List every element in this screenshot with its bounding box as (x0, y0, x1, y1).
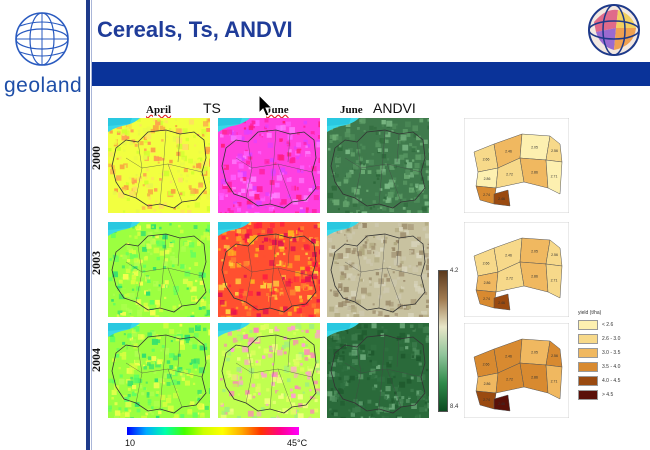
yield-legend-swatch (578, 376, 598, 386)
yield-legend-title: yield (t/ha) (578, 310, 602, 316)
header-ts: TS (203, 100, 221, 116)
ts-colorbar (127, 427, 299, 435)
svg-text:2.86: 2.86 (484, 281, 491, 285)
year-label-2000: 2000 (89, 146, 103, 170)
yield-legend: yield (t/ha) < 2.6 2.6 - 3.0 3.0 - 3.5 3.5 … (578, 310, 648, 402)
year-label-2004: 2004 (89, 348, 103, 372)
svg-text:2.46: 2.46 (498, 402, 505, 406)
svg-text:2.72: 2.72 (506, 378, 513, 382)
svg-text:2.71: 2.71 (551, 279, 558, 283)
svg-text:2.86: 2.86 (531, 275, 538, 279)
svg-text:2.86: 2.86 (531, 376, 538, 380)
map-june-ndvi-2000 (327, 118, 429, 213)
map-june-ts-2003 (218, 222, 320, 317)
yield-legend-item: < 2.6 (578, 318, 648, 332)
map-april-2004 (108, 323, 210, 418)
geoland-logo: geoland (4, 74, 83, 97)
svg-text:2.46: 2.46 (505, 254, 512, 258)
ndvi-colorbar-min: 8.4 (450, 404, 459, 410)
yield-legend-item: 2.6 - 3.0 (578, 332, 648, 346)
header-april: April (146, 104, 172, 116)
svg-text:2.46: 2.46 (498, 197, 505, 201)
ndvi-colorbar (438, 270, 448, 412)
svg-text:2.56: 2.56 (551, 149, 558, 153)
yield-legend-label: < 2.6 (602, 322, 614, 328)
svg-text:2.71: 2.71 (551, 175, 558, 179)
title-band (92, 62, 650, 86)
svg-text:2.05: 2.05 (531, 146, 538, 150)
svg-text:2.46: 2.46 (505, 150, 512, 154)
yield-legend-item: 3.5 - 4.0 (578, 360, 648, 374)
svg-text:2.66: 2.66 (483, 158, 490, 162)
yield-legend-label: 4.0 - 4.5 (602, 378, 621, 384)
svg-text:2.71: 2.71 (551, 380, 558, 384)
yield-legend-swatch (578, 320, 598, 330)
yield-legend-item: 3.0 - 3.5 (578, 346, 648, 360)
map-june-ts-2000 (218, 118, 320, 213)
header-andvi: ANDVI (373, 100, 416, 116)
yield-legend-label: 3.5 - 4.0 (602, 364, 621, 370)
mouse-cursor-icon (258, 94, 274, 117)
svg-text:2.05: 2.05 (531, 351, 538, 355)
yield-legend-label: > 4.5 (602, 392, 614, 398)
svg-text:2.86: 2.86 (531, 171, 538, 175)
svg-text:2.56: 2.56 (551, 354, 558, 358)
svg-text:2.74: 2.74 (483, 398, 490, 402)
svg-text:2.86: 2.86 (484, 382, 491, 386)
yield-legend-item: 4.0 - 4.5 (578, 374, 648, 388)
svg-text:2.05: 2.05 (531, 250, 538, 254)
svg-text:2.72: 2.72 (506, 173, 513, 177)
map-june-ts-2004 (218, 323, 320, 418)
sidebar: geoland (0, 0, 86, 450)
yield-legend-swatch (578, 334, 598, 344)
colored-globe-icon (588, 4, 640, 56)
yield-legend-swatch (578, 348, 598, 358)
ts-colorbar-max: 45°C (287, 438, 308, 448)
yield-map-2000: 2.66 2.46 2.05 2.56 2.86 2.72 2.74 2.46 2.86 2.71 (464, 118, 569, 213)
header-june-ndvi: June (340, 104, 363, 116)
svg-text:2.56: 2.56 (551, 253, 558, 257)
svg-text:2.86: 2.86 (484, 177, 491, 181)
svg-text:2.72: 2.72 (506, 277, 513, 281)
slide-title: Cereals, Ts, ANDVI (97, 17, 293, 42)
sidebar-divider (86, 0, 90, 450)
svg-text:2.66: 2.66 (483, 363, 490, 367)
svg-text:2.46: 2.46 (505, 355, 512, 359)
ts-colorbar-min: 10 (125, 438, 136, 448)
svg-text:2.46: 2.46 (498, 301, 505, 305)
map-june-ndvi-2004 (327, 323, 429, 418)
year-label-2003: 2003 (89, 251, 103, 275)
yield-map-2003: 2.66 2.46 2.05 2.56 2.86 2.72 2.74 2.46 2.86 2.71 (464, 222, 569, 317)
globe-icon (15, 12, 69, 66)
yield-legend-swatch (578, 362, 598, 372)
svg-text:2.66: 2.66 (483, 262, 490, 266)
map-april-2003 (108, 222, 210, 317)
map-april-2000 (108, 118, 210, 213)
yield-legend-label: 3.0 - 3.5 (602, 350, 621, 356)
ndvi-colorbar-max: 4.2 (450, 268, 459, 274)
sidebar-divider-thin (91, 0, 92, 450)
svg-text:2.74: 2.74 (483, 193, 490, 197)
yield-map-2004: 2.66 2.46 2.05 2.56 2.86 2.72 2.74 2.46 2.86 2.71 (464, 323, 569, 418)
svg-text:2.74: 2.74 (483, 297, 490, 301)
yield-legend-label: 2.6 - 3.0 (602, 336, 621, 342)
yield-legend-swatch (578, 390, 598, 400)
yield-legend-item: > 4.5 (578, 388, 648, 402)
map-june-ndvi-2003 (327, 222, 429, 317)
